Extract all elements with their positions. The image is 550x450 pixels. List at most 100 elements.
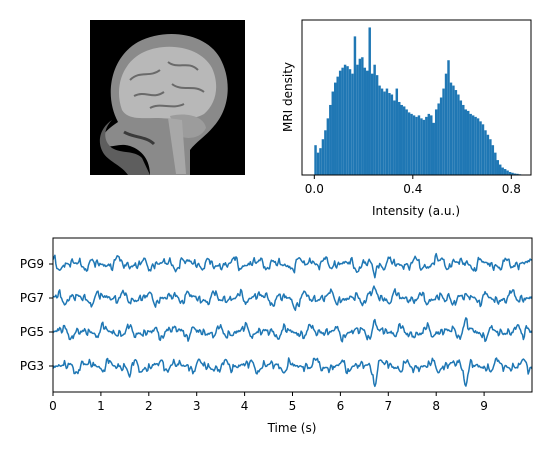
histogram-bar	[498, 164, 502, 175]
eeg-trace-pg7	[52, 285, 533, 312]
histogram-bar	[454, 90, 458, 175]
eeg-trace-pg3	[52, 357, 533, 388]
histogram-bar	[407, 112, 411, 175]
histogram-bar	[336, 76, 339, 175]
histogram-bar	[363, 67, 367, 175]
histogram-bar	[457, 94, 460, 175]
eeg-trace-pg9	[52, 252, 533, 279]
histogram-bar	[351, 73, 354, 175]
histogram-bar	[390, 94, 394, 175]
eeg-x-tick-label: 9	[480, 399, 488, 413]
eeg-channel-ticks: PG3 PG5 PG7 PG9	[20, 257, 53, 373]
histogram-bar	[375, 75, 379, 175]
histogram-bar	[314, 145, 317, 175]
histogram-bar	[420, 118, 423, 175]
eeg-x-tick-label: 5	[289, 399, 297, 413]
histogram-bar	[462, 104, 465, 175]
histogram-panel: 0.0 0.4 0.8 Intensity (a.u.) MRI density	[281, 19, 532, 218]
histogram-bar	[321, 139, 325, 175]
histogram-bar	[476, 118, 480, 175]
eeg-channel-label: PG7	[20, 291, 44, 305]
histogram-bar	[432, 122, 435, 175]
histogram-bar	[400, 104, 403, 175]
histogram-bars	[314, 27, 522, 176]
histogram-bar	[395, 88, 399, 175]
histogram-bar	[506, 170, 509, 175]
eeg-x-tick-label: 7	[384, 399, 392, 413]
histogram-bar	[459, 100, 463, 175]
eeg-x-tick-label: 1	[97, 399, 105, 413]
histogram-bar	[466, 110, 470, 175]
histogram-bar	[383, 91, 386, 175]
histogram-x-tick-label: 0.4	[403, 182, 422, 196]
mri-head-image	[99, 34, 228, 176]
histogram-bar	[378, 85, 381, 175]
eeg-x-ticks: 0 1 2 3 4 5 6 7 8 9	[49, 392, 488, 413]
histogram-bar	[373, 64, 376, 175]
eeg-x-tick-label: 0	[49, 399, 57, 413]
histogram-bar	[491, 145, 495, 175]
histogram-bar	[405, 109, 408, 175]
histogram-bar	[513, 173, 517, 175]
eeg-x-tick-label: 4	[241, 399, 249, 413]
histogram-x-tick-label: 0.0	[305, 182, 324, 196]
histogram-bar	[319, 148, 322, 175]
histogram-bar	[481, 124, 485, 175]
histogram-bar	[380, 88, 384, 175]
histogram-bar	[437, 103, 440, 175]
eeg-channel-label: PG9	[20, 257, 44, 271]
histogram-x-axis-label: Intensity (a.u.)	[372, 204, 460, 218]
histogram-bar	[464, 109, 467, 175]
histogram-bar	[398, 101, 401, 175]
histogram-bar	[338, 70, 342, 175]
histogram-bar	[326, 118, 330, 175]
histogram-bar	[425, 116, 428, 175]
histogram-bar	[412, 115, 416, 175]
eeg-traces	[52, 252, 533, 388]
eeg-x-axis-label: Time (s)	[267, 421, 317, 435]
eeg-channel-label: PG3	[20, 359, 44, 373]
histogram-bar	[422, 119, 426, 175]
eeg-x-tick-label: 8	[432, 399, 440, 413]
histogram-bar	[489, 139, 492, 175]
histogram-bar	[439, 97, 443, 175]
histogram-bar	[358, 58, 362, 175]
histogram-bar	[494, 152, 497, 175]
histogram-x-tick-label: 0.8	[502, 182, 521, 196]
histogram-bar	[393, 100, 396, 175]
histogram-bar	[329, 104, 332, 175]
histogram-bar	[370, 73, 374, 175]
histogram-bar	[385, 88, 389, 175]
histogram-bar	[343, 64, 347, 175]
histogram-bar	[503, 169, 507, 175]
histogram-bar	[434, 109, 438, 175]
histogram-bar	[484, 130, 487, 175]
histogram-bar	[501, 167, 504, 175]
histogram-bar	[471, 115, 475, 175]
histogram-bar	[449, 82, 453, 175]
histogram-bar	[474, 116, 477, 175]
histogram-frame	[301, 19, 532, 176]
histogram-bar	[479, 121, 482, 175]
histogram-bar	[508, 172, 512, 175]
histogram-bar	[324, 130, 327, 175]
histogram-bar	[415, 116, 418, 175]
histogram-bar	[427, 113, 431, 175]
eeg-x-tick-label: 2	[145, 399, 153, 413]
histogram-bar	[348, 69, 352, 175]
histogram-bar	[511, 172, 514, 175]
histogram-bar	[402, 106, 406, 175]
histogram-y-axis-label: MRI density	[281, 62, 295, 132]
histogram-bar	[410, 113, 413, 175]
histogram-bar	[486, 134, 490, 175]
histogram-bar	[316, 152, 320, 175]
eeg-panel: PG3 PG5 PG7 PG9 0 1 2 3 4 5 6 7 8 9 Time (s)	[20, 237, 533, 435]
histogram-bar	[341, 67, 344, 175]
histogram-bar	[444, 73, 448, 175]
eeg-x-tick-label: 3	[193, 399, 201, 413]
histogram-bar	[368, 27, 371, 176]
histogram-bar	[331, 91, 335, 175]
histogram-bar	[346, 66, 349, 175]
histogram-bar	[496, 160, 499, 175]
